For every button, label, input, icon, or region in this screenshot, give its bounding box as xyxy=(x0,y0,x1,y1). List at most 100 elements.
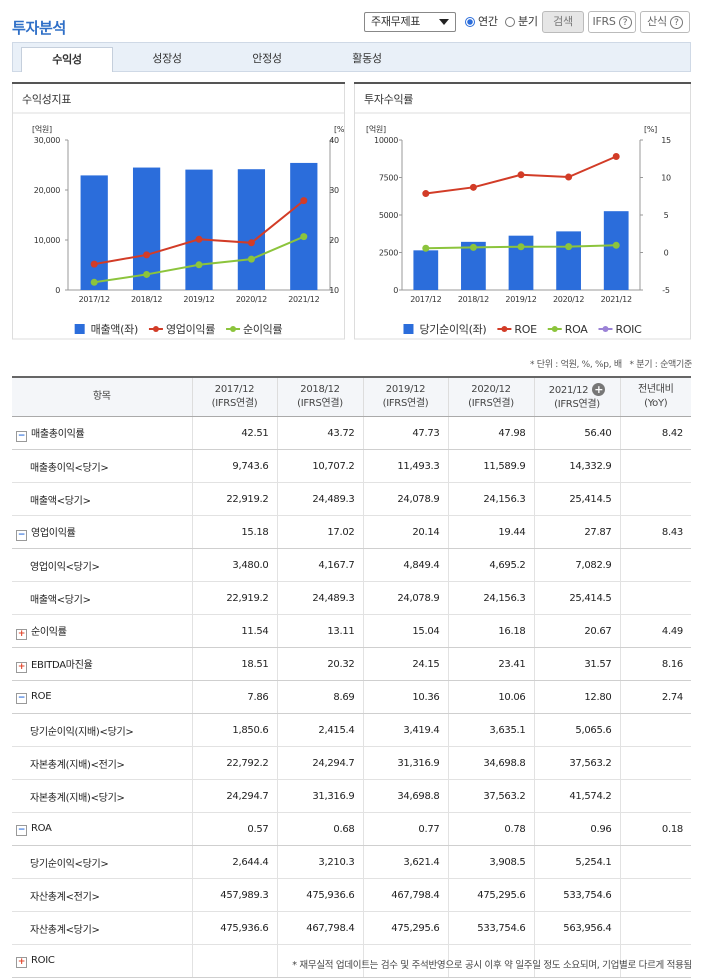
row-label: − 영업이익률 xyxy=(12,515,192,549)
cell: 24,294.7 xyxy=(191,779,277,813)
point xyxy=(300,233,308,241)
y-tick-label: 30,000 xyxy=(34,136,60,145)
x-tick-label: 2017/12 xyxy=(79,295,110,304)
search-button[interactable]: 검색 xyxy=(542,11,584,33)
row-label: − ROE xyxy=(12,680,192,714)
formula-button[interactable]: 산식? xyxy=(640,11,690,33)
cell: 10,707.2 xyxy=(276,449,363,483)
cell: 475,936.6 xyxy=(191,911,277,945)
tab[interactable]: 활동성 xyxy=(352,52,382,65)
legend-label: 당기순이익(좌) xyxy=(419,323,486,336)
radio-annual[interactable]: 연간 xyxy=(465,14,498,30)
y2-tick-label: 15 xyxy=(661,136,671,145)
cell: 31,316.9 xyxy=(276,779,363,813)
point xyxy=(195,261,203,269)
cell: 11,493.3 xyxy=(362,449,448,483)
cell: 56.40 xyxy=(533,416,620,450)
cell: 14,332.9 xyxy=(533,449,620,483)
expand-icon[interactable]: + xyxy=(16,956,27,968)
basis: (IFRS연결) xyxy=(211,398,258,409)
radio-quarter[interactable]: 분기 xyxy=(505,14,538,30)
cell: 3,480.0 xyxy=(191,548,277,582)
cell-yoy xyxy=(619,746,691,780)
cell: 24,156.3 xyxy=(447,482,534,516)
cell: 475,295.6 xyxy=(447,878,534,912)
collapse-icon[interactable]: − xyxy=(16,692,27,704)
note: * 분기 : 순액기준 xyxy=(629,360,693,370)
header-row: 항목 2017/12 (IFRS연결) 2018/12 (IFRS연결) 2019/12 (… xyxy=(12,376,691,417)
tab-bar: 수익성 성장성 안정성 활동성 xyxy=(12,42,691,72)
legend-label: 영업이익률 xyxy=(166,323,215,336)
label: EBITDA마진율 xyxy=(31,659,93,671)
cell: 0.78 xyxy=(447,812,534,846)
y-tick-label: 2500 xyxy=(379,249,398,258)
row-label: + ROIC xyxy=(12,944,192,978)
cell: 11.54 xyxy=(191,614,277,648)
header-yoy: 전년대비 (YoY) xyxy=(619,376,691,417)
child-row: 매출총이익<당기> 9,743.6 10,707.2 11,493.3 11,589.9… xyxy=(12,449,691,483)
tab[interactable]: 안정성 xyxy=(252,52,282,65)
point xyxy=(612,241,620,249)
bar xyxy=(290,162,318,290)
child-row: 당기순이익(지배)<당기> 1,850.6 2,415.4 3,419.4 3,635.… xyxy=(12,713,691,747)
legend-swatch xyxy=(501,326,508,332)
header-period: 2020/12 (IFRS연결) xyxy=(447,376,534,417)
cell: 4,695.2 xyxy=(447,548,534,582)
cell: 475,936.6 xyxy=(276,878,363,912)
period: 2018/12 xyxy=(300,384,340,395)
row-label: 당기순이익<당기> xyxy=(12,845,192,879)
cell: 0.96 xyxy=(533,812,620,846)
cell: 0.57 xyxy=(191,812,277,846)
y-tick-label: 10000 xyxy=(374,136,398,145)
bar xyxy=(132,167,161,290)
point xyxy=(517,171,525,179)
footer-note: * 재무실적 업데이트는 검수 및 주석반영으로 공시 이후 약 일주일 정도 … xyxy=(292,960,692,971)
radio-label: 연간 xyxy=(478,15,498,28)
expand-icon[interactable]: + xyxy=(16,628,27,640)
y2-tick-label: 10 xyxy=(329,286,339,295)
cell-yoy: 0.18 xyxy=(619,812,691,846)
cell: 3,210.3 xyxy=(276,845,363,879)
y2-tick-label: 10 xyxy=(661,174,671,183)
x-tick-label: 2021/12 xyxy=(288,295,319,304)
legend-label: ROIC xyxy=(615,323,642,336)
cell: 20.32 xyxy=(276,647,363,681)
cell: 37,563.2 xyxy=(447,779,534,813)
chart-title: 수익성지표 xyxy=(22,93,71,106)
legend-label: 매출액(좌) xyxy=(91,323,138,336)
cell: 24,294.7 xyxy=(276,746,363,780)
cell: 34,698.8 xyxy=(362,779,448,813)
group-row: + 순이익률 11.54 13.11 15.04 16.18 20.67 4.49 xyxy=(12,614,691,648)
tab[interactable]: 성장성 xyxy=(152,52,182,65)
cell-yoy: 4.49 xyxy=(619,614,691,648)
row-label: 매출액<당기> xyxy=(12,482,192,516)
cell xyxy=(362,944,448,978)
point xyxy=(517,243,525,251)
basis: (IFRS연결) xyxy=(382,398,429,409)
tab[interactable]: 수익성 xyxy=(21,47,113,72)
legend-swatch xyxy=(602,326,609,332)
label: ROIC xyxy=(31,954,55,966)
help-icon: ? xyxy=(618,16,632,29)
expand-icon[interactable]: + xyxy=(16,661,27,673)
cell: 5,065.6 xyxy=(533,713,620,747)
statement-select[interactable]: 주재무제표 xyxy=(364,12,456,32)
basis: (IFRS연결) xyxy=(297,398,343,409)
collapse-icon[interactable]: − xyxy=(16,824,27,836)
cell: 3,908.5 xyxy=(447,845,534,879)
cell: 34,698.8 xyxy=(447,746,534,780)
cell: 25,414.5 xyxy=(533,581,620,615)
cell-yoy: 8.43 xyxy=(619,515,691,549)
row-label: 자산총계<전기> xyxy=(12,878,192,912)
collapse-icon[interactable]: − xyxy=(16,430,27,442)
expand-icon[interactable]: + xyxy=(592,382,606,396)
cell: 22,919.2 xyxy=(191,482,277,516)
y2-unit: [%] xyxy=(644,125,657,134)
row-label: 자산총계<당기> xyxy=(12,911,192,945)
ifrs-button[interactable]: IFRS? xyxy=(588,11,636,33)
collapse-icon[interactable]: − xyxy=(16,529,27,541)
y2-tick-label: -5 xyxy=(662,286,670,295)
row-label: 자본총계(지배)<전기> xyxy=(12,746,192,780)
legend-swatch xyxy=(74,324,85,334)
